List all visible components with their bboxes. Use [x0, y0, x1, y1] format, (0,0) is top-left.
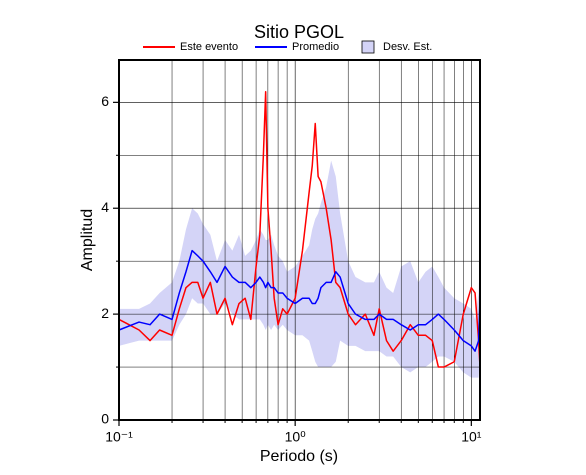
y-tick-label: 0 [101, 411, 109, 427]
legend-label: Este evento [180, 41, 238, 53]
chart-title: Sitio PGOL [254, 22, 344, 42]
legend-swatch [361, 40, 375, 54]
y-axis-label: Amplitud [79, 209, 96, 271]
y-tick-label: 2 [101, 305, 109, 321]
legend-label: Desv. Est. [383, 41, 432, 53]
legend-label: Promedio [292, 41, 339, 53]
y-tick-label: 4 [101, 199, 109, 215]
y-tick-label: 6 [101, 93, 109, 109]
x-tick-label: 10¹ [461, 429, 482, 445]
x-tick-label: 10⁰ [285, 429, 307, 445]
series-line [118, 91, 481, 368]
x-tick-label: 10⁻¹ [105, 429, 133, 445]
x-axis-label: Periodo (s) [260, 448, 338, 465]
plot-frame [118, 59, 481, 421]
series-line [118, 249, 481, 352]
